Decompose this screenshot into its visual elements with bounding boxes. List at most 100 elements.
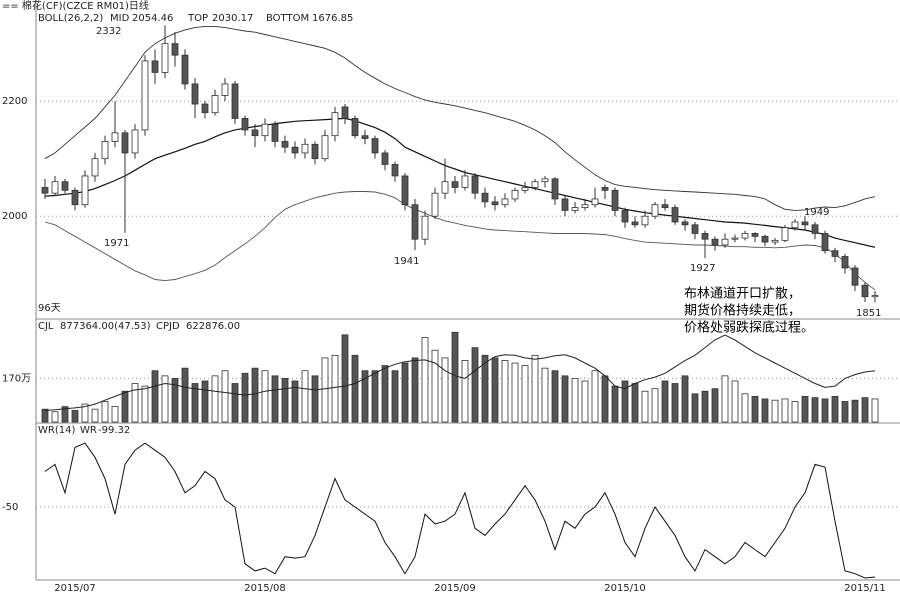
candle-body [511, 189, 519, 200]
legend-readout: -99.32 [98, 425, 130, 436]
volume-bar [391, 370, 399, 423]
volume-bar [801, 395, 809, 423]
candle-body [101, 141, 109, 160]
legend-readout: 2030.17 [212, 13, 253, 24]
volume-bar [641, 390, 649, 423]
volume-bar [821, 398, 829, 423]
volume-bar [581, 380, 589, 423]
candle-body [411, 204, 419, 240]
candle-body [241, 118, 249, 131]
candle-body [231, 83, 239, 119]
volume-bar [461, 360, 469, 423]
candle-body [801, 221, 809, 226]
candle-body [731, 237, 739, 240]
annotation-text: 期货价格持续走低， [684, 303, 801, 319]
volume-bar [381, 365, 389, 423]
volume-bar [131, 383, 139, 423]
volume-bar [361, 370, 369, 423]
volume-bar [141, 385, 149, 423]
volume-bar [301, 370, 309, 423]
volume-bar [71, 410, 79, 423]
candle-body [71, 189, 79, 206]
candle-body [431, 192, 439, 217]
volume-bar [121, 390, 129, 423]
volume-bar [151, 370, 159, 423]
volume-bar [631, 383, 639, 423]
candle-body [121, 132, 129, 154]
volume-bar [811, 397, 819, 423]
candle-body [591, 198, 599, 206]
candle-body [561, 198, 569, 211]
candle-body [171, 43, 179, 56]
volume-bar [681, 375, 689, 423]
candle-body [221, 83, 229, 96]
volume-bar [111, 406, 119, 423]
candle-body [351, 118, 359, 137]
volume-bar [781, 398, 789, 423]
volume-bar [371, 370, 379, 423]
candle-body [571, 207, 579, 211]
candle-body [641, 215, 649, 226]
x-tick-label: 2015/07 [54, 583, 96, 592]
candle-body [111, 132, 119, 142]
volume-bar [311, 375, 319, 423]
volume-bar [91, 408, 99, 423]
volume-bar [341, 334, 349, 423]
candle-body [291, 146, 299, 154]
volume-bar [691, 393, 699, 423]
volume-bar [551, 370, 559, 423]
candle-body [361, 135, 369, 139]
candle-body [491, 201, 499, 206]
candle-body [621, 210, 629, 223]
y-tick-label: 2000 [2, 211, 27, 222]
volume-bar [271, 375, 279, 423]
volume-bar [841, 401, 849, 423]
volume-bar [751, 395, 759, 423]
volume-bar [621, 380, 629, 423]
volume-bar [571, 378, 579, 423]
candle-body [61, 181, 69, 191]
volume-bar [251, 367, 259, 423]
legend-name: CJL [38, 321, 54, 332]
candle-body [871, 295, 879, 298]
candle-body [141, 60, 149, 131]
candle-body [481, 192, 489, 203]
candle-body [441, 181, 449, 194]
volume-bar [191, 383, 199, 423]
candle-body [201, 103, 209, 114]
candle-body [311, 143, 319, 160]
legend-name: WR [80, 425, 97, 436]
candle-body [181, 54, 189, 85]
volume-bar [231, 383, 239, 423]
candle-body [701, 233, 709, 240]
volume-bar [791, 401, 799, 423]
candle-body [791, 221, 799, 229]
candle-body [461, 175, 469, 188]
volume-bar [601, 375, 609, 423]
x-tick-label: 2015/10 [604, 583, 646, 592]
candle-body [381, 152, 389, 165]
candle-body [161, 43, 169, 73]
annotation: 1941 [394, 256, 419, 267]
candle-body [861, 284, 869, 298]
candle-body [321, 135, 329, 160]
volume-bar [351, 354, 359, 423]
annotation: 1949 [804, 207, 829, 218]
candle-body [521, 187, 529, 191]
volume-bar [701, 390, 709, 423]
candle-body [211, 95, 219, 114]
volume-bar [441, 357, 449, 423]
candle-body [531, 181, 539, 188]
volume-bar [651, 388, 659, 423]
volume-bar [671, 383, 679, 423]
band-line [44, 117, 876, 248]
volume-bar [761, 398, 769, 423]
x-tick-label: 2015/09 [434, 583, 476, 592]
candle-body [271, 123, 279, 142]
legend-readout: 2054.46 [132, 13, 173, 24]
candle-body [401, 175, 409, 206]
candle-body [681, 221, 689, 226]
volume-bar [171, 378, 179, 423]
volume-bar [521, 365, 529, 423]
